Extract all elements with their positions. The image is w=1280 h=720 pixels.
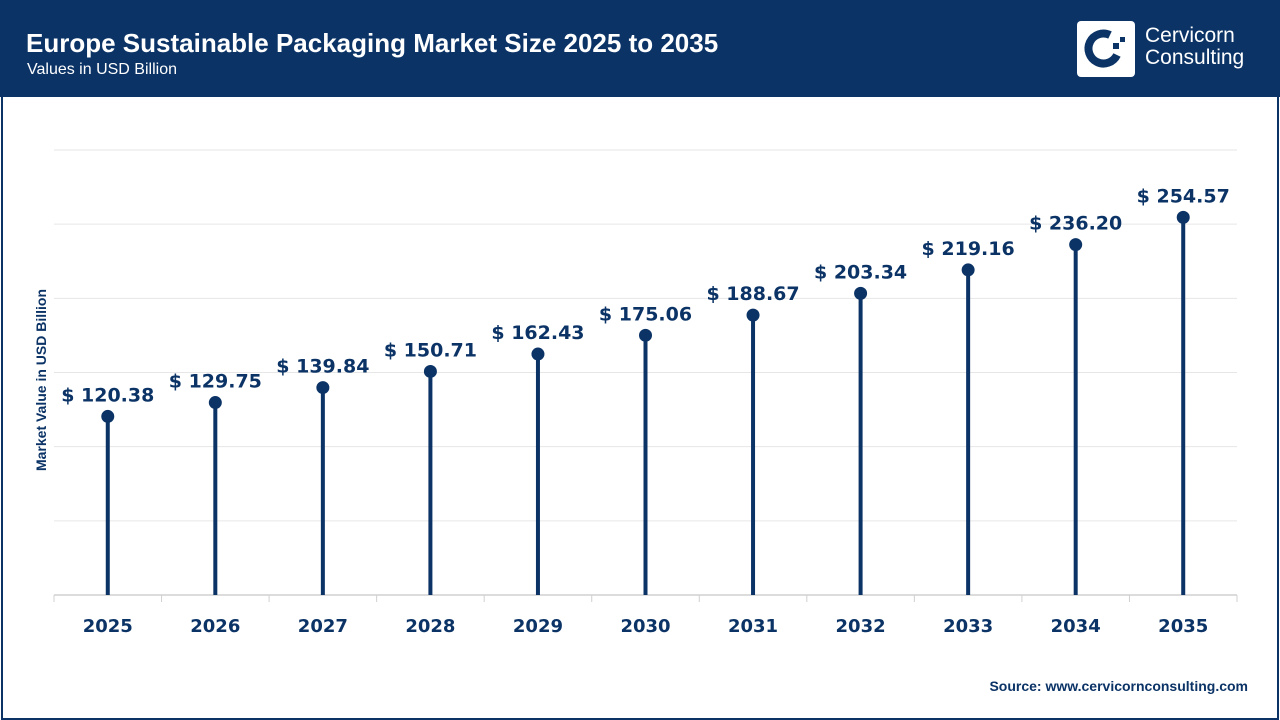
data-label: $ 254.57 [1137,185,1230,207]
lollipop-point [101,409,115,423]
x-tick-label: 2029 [513,616,563,637]
chart-title: Europe Sustainable Packaging Market Size… [26,28,719,58]
x-tick-label: 2034 [1051,616,1101,637]
source-text: Source: www.cervicornconsulting.com [989,678,1248,694]
chart-subtitle: Values in USD Billion [27,61,177,78]
data-label: $ 188.67 [706,283,799,305]
lollipop-point [316,381,330,395]
lollipop-point [639,328,652,342]
lollipop-point [423,364,437,378]
x-tick-label: 2031 [728,616,778,637]
data-label: $ 120.38 [61,384,154,406]
data-label: $ 175.06 [599,303,692,325]
logo-text: Cervicorn Consulting [1145,25,1244,69]
lollipop-point [854,286,868,300]
data-label: $ 219.16 [922,238,1015,260]
lollipop-point [961,263,975,277]
data-label: $ 150.71 [384,339,477,361]
x-tick-label: 2032 [836,616,886,637]
cervicorn-logo-icon [1077,21,1135,77]
lollipop-point [1069,238,1083,252]
x-tick-label: 2030 [620,616,670,637]
lollipop-point [208,396,222,410]
data-label: $ 203.34 [814,261,907,283]
logo-line-2: Consulting [1145,46,1245,69]
x-tick-label: 2033 [943,616,993,637]
data-label: $ 139.84 [276,356,369,378]
logo-line-1: Cervicorn [1145,24,1235,47]
x-tick-label: 2028 [405,616,455,637]
data-label: $ 129.75 [169,371,262,393]
data-label: $ 162.43 [491,322,584,344]
lollipop-point [1176,210,1190,224]
lollipop-point [531,347,545,361]
x-tick-label: 2027 [298,616,348,637]
header-band: Europe Sustainable Packaging Market Size… [0,0,1280,97]
x-tick-label: 2035 [1158,616,1208,637]
x-tick-label: 2026 [190,616,240,637]
data-label: $ 236.20 [1029,213,1122,235]
x-tick-label: 2025 [83,616,133,637]
lollipop-point [746,308,760,322]
